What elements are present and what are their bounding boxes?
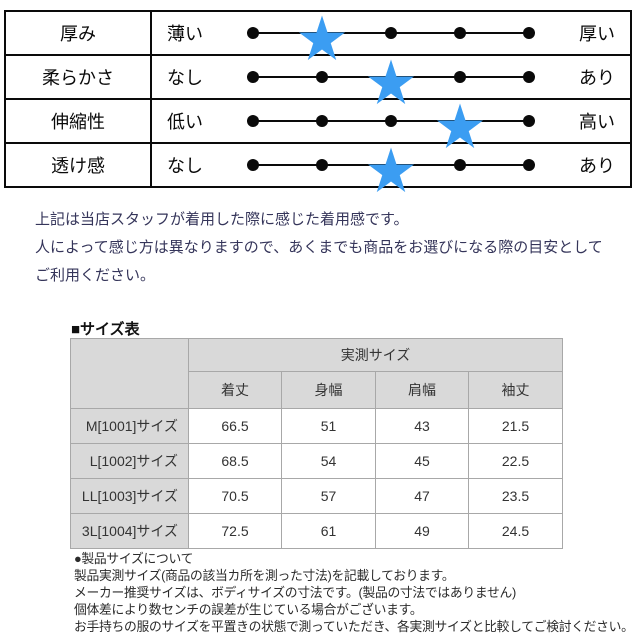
scale-dot [247,27,259,39]
wear-feel-table: 厚み 薄い 厚い 柔らかさ なし あり 伸縮性 低い [4,10,632,193]
size-name-cell: M[1001]サイズ [70,408,189,444]
value-cell: 54 [281,443,376,479]
rating-scale [247,56,535,105]
value-cell: 22.5 [467,443,564,479]
note-line: ●製品サイズについて [74,551,194,566]
scale-min-label: 薄い [167,24,203,44]
note-line: メーカー推奨サイズは、ボディサイズの寸法です。(製品の寸法ではありません) [74,585,516,600]
scale-dot [523,27,535,39]
value-cell: 61 [281,513,376,549]
attr-label: 伸縮性 [6,100,152,142]
scale-dot [523,115,535,127]
scale-max-label: 厚い [579,24,615,44]
scale-dot [385,27,397,39]
product-size-notes: ●製品サイズについて 製品実測サイズ(商品の該当カ所を測った寸法)を記載しており… [74,550,634,635]
scale-dot [454,159,466,171]
value-cell: 68.5 [188,443,282,479]
attr-label: 透け感 [6,144,152,186]
table-row: L[1002]サイズ 68.5 54 45 22.5 [70,443,564,479]
note-line: お手持ちの服のサイズを平置きの状態で測っていただき、各実測サイズと比較してご検討… [74,619,634,634]
scale-min-label: 低い [167,112,203,132]
size-name-cell: L[1002]サイズ [70,443,189,479]
scale-dot [454,27,466,39]
scale-dot [316,71,328,83]
scale-dot [523,71,535,83]
value-cell: 66.5 [188,408,282,444]
scale-min-label: なし [167,156,203,176]
column-header-length: 着丈 [188,371,282,409]
scale-dot [247,71,259,83]
value-cell: 72.5 [188,513,282,549]
scale-dot [385,115,397,127]
rating-scale [247,144,535,193]
rating-star-icon [299,15,345,61]
attr-row-sheerness: 透け感 なし あり [6,144,630,193]
size-name-cell: LL[1003]サイズ [70,478,189,514]
attr-row-softness: 柔らかさ なし あり [6,56,630,105]
value-cell: 49 [375,513,469,549]
size-table: 実測サイズ 着丈 身幅 肩幅 袖丈 M[1001]サイズ 66.5 51 43 … [70,338,564,549]
scale-dot [523,159,535,171]
table-row: LL[1003]サイズ 70.5 57 47 23.5 [70,478,564,514]
scale-min-label: なし [167,68,203,88]
notice-line: ご利用ください。 [35,267,156,284]
size-name-cell: 3L[1004]サイズ [70,513,189,549]
column-header-width: 身幅 [281,371,376,409]
value-cell: 23.5 [467,478,564,514]
attr-label: 柔らかさ [6,56,152,98]
value-cell: 21.5 [467,408,564,444]
scale-max-label: 高い [579,112,615,132]
scale-max-label: あり [579,68,615,88]
value-cell: 70.5 [188,478,282,514]
attr-row-stretch: 伸縮性 低い 高い [6,100,630,149]
value-cell: 57 [281,478,376,514]
note-line: 製品実測サイズ(商品の該当カ所を測った寸法)を記載しております。 [74,568,455,583]
value-cell: 24.5 [467,513,564,549]
scale-dot [454,71,466,83]
scale-dot [316,159,328,171]
attr-label: 厚み [6,12,152,54]
rating-scale [247,12,535,61]
value-cell: 47 [375,478,469,514]
notice-line: 上記は当店スタッフが着用した際に感じた着用感です。 [35,211,409,228]
size-table-group-header: 実測サイズ [187,338,564,372]
value-cell: 43 [375,408,469,444]
size-table-corner-cell [70,338,189,409]
notice-line: 人によって感じ方は異なりますので、あくまでも商品をお選びになる際の目安として [35,239,603,256]
table-row: 3L[1004]サイズ 72.5 61 49 24.5 [70,513,564,549]
value-cell: 51 [281,408,376,444]
scale-max-label: あり [579,156,615,176]
scale-dot [247,159,259,171]
note-line: 個体差により数センチの誤差が生じている場合がございます。 [74,602,423,617]
value-cell: 45 [375,443,469,479]
staff-notice: 上記は当店スタッフが着用した際に感じた着用感です。 人によって感じ方は異なります… [35,206,603,290]
column-header-shoulder: 肩幅 [375,371,469,409]
size-table-heading: ■サイズ表 [71,321,140,338]
rating-star-icon [368,59,414,105]
rating-star-icon [368,147,414,193]
rating-star-icon [437,103,483,149]
scale-dot [316,115,328,127]
attr-row-thickness: 厚み 薄い 厚い [6,12,630,61]
column-header-sleeve: 袖丈 [467,371,564,409]
rating-scale [247,100,535,149]
table-row: M[1001]サイズ 66.5 51 43 21.5 [70,408,564,444]
scale-dot [247,115,259,127]
